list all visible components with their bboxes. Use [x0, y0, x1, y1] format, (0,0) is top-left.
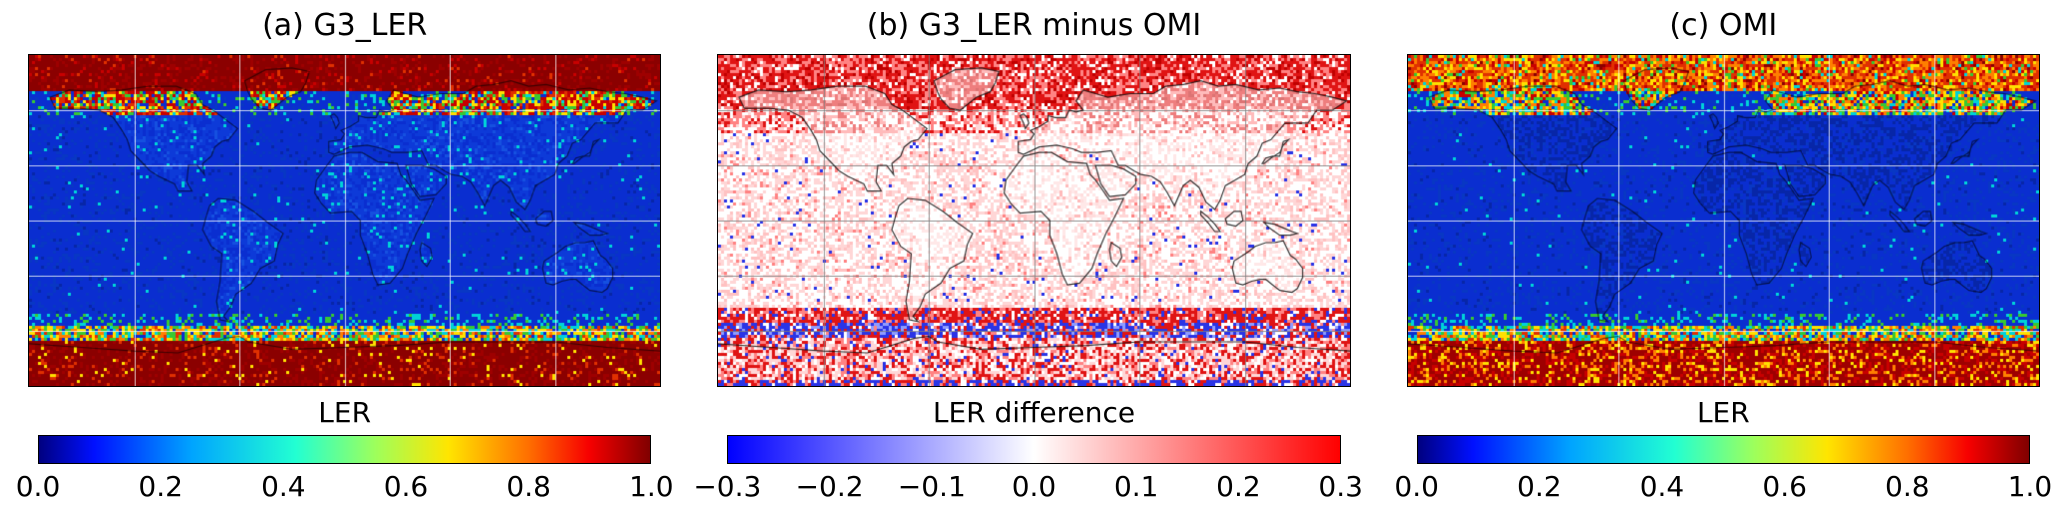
- panel-a-title: (a) G3_LER: [262, 8, 428, 43]
- tick-label: 0.8: [506, 470, 551, 503]
- panel-b-colorbar: [727, 435, 1341, 464]
- tick-label: −0.1: [897, 470, 966, 503]
- tick-label: 0.4: [261, 470, 306, 503]
- tick-label: 0.3: [1318, 470, 1363, 503]
- tick-label: 0.1: [1113, 470, 1159, 503]
- tick-label: 0.2: [1517, 470, 1562, 503]
- panel-c-colorbar: [1416, 435, 2030, 464]
- world-map-canvas-a: [29, 55, 661, 386]
- tick-label: 0.8: [1885, 470, 1930, 503]
- panel-a-colorbar-area: LER 0.0 0.2 0.4 0.6 0.8 1.0: [16, 387, 674, 506]
- tick-label: −0.2: [795, 470, 864, 503]
- panel-a-colorbar: [38, 435, 652, 464]
- tick-label: 0.4: [1639, 470, 1685, 503]
- panel-a-colorbar-ticks: 0.0 0.2 0.4 0.6 0.8 1.0: [16, 464, 674, 506]
- tick-label: 0.6: [1762, 470, 1807, 503]
- panel-c: (c) OMI LER 0.0 0.2 0.4 0.6 0.8 1.0: [1379, 6, 2068, 516]
- tick-label: 0.2: [1216, 470, 1261, 503]
- panel-c-title: (c) OMI: [1669, 8, 1778, 43]
- tick-label: 0.0: [1394, 470, 1439, 503]
- panel-b-colorbar-ticks: −0.3 −0.2 −0.1 0.0 0.1 0.2 0.3: [693, 464, 1363, 506]
- panel-b-colorbar-label: LER difference: [932, 396, 1136, 429]
- world-map-canvas-b: [718, 55, 1350, 386]
- panel-a-colorbar-label: LER: [318, 396, 372, 429]
- tick-label: −0.3: [693, 470, 762, 503]
- tick-label: 1.0: [2007, 470, 2053, 503]
- tick-label: 0.0: [15, 470, 61, 503]
- panel-b: (b) G3_LER minus OMI LER difference −0.3…: [689, 6, 1378, 516]
- panel-c-map-frame: [1406, 54, 2040, 387]
- panel-c-colorbar-ticks: 0.0 0.2 0.4 0.6 0.8 1.0: [1394, 464, 2052, 506]
- tick-label: 0.6: [383, 470, 429, 503]
- tick-label: 0.2: [138, 470, 183, 503]
- panel-c-colorbar-label: LER: [1696, 396, 1750, 429]
- panel-b-title: (b) G3_LER minus OMI: [866, 8, 1202, 43]
- world-map-canvas-c: [1407, 55, 2039, 386]
- tick-label: 0.0: [1011, 470, 1057, 503]
- panel-a-map-frame: [28, 54, 662, 387]
- panel-b-map-frame: [717, 54, 1351, 387]
- panel-b-colorbar-area: LER difference −0.3 −0.2 −0.1 0.0 0.1 0.…: [693, 387, 1363, 506]
- tick-label: 1.0: [629, 470, 674, 503]
- panel-c-colorbar-area: LER 0.0 0.2 0.4 0.6 0.8 1.0: [1394, 387, 2052, 506]
- panel-a: (a) G3_LER LER 0.0 0.2 0.4 0.6 0.8 1.0: [0, 6, 689, 516]
